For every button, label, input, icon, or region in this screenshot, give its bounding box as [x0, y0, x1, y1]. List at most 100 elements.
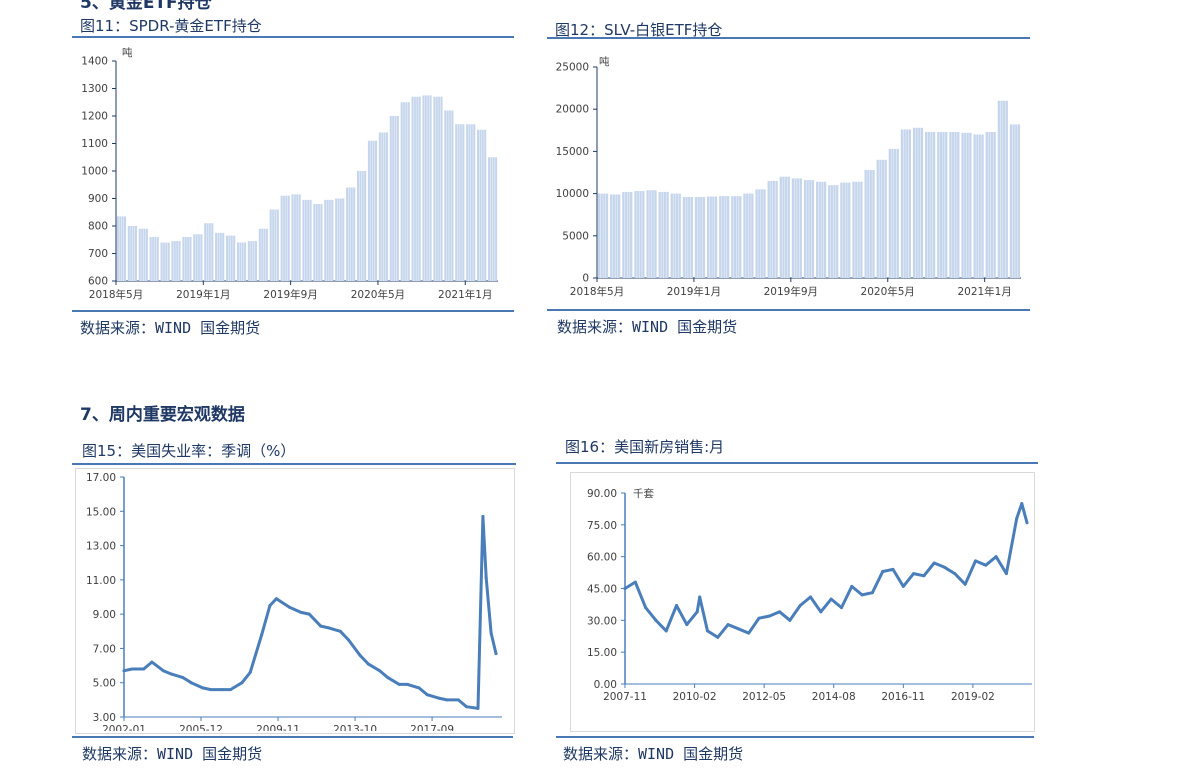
- data-point: [347, 638, 351, 642]
- fig12-top-rule: [547, 37, 1030, 39]
- data-point: [338, 629, 342, 633]
- series-line: [623, 502, 1029, 639]
- data-point: [870, 591, 874, 595]
- data-point: [698, 595, 702, 599]
- y-tick-label: 15.00: [86, 506, 116, 518]
- data-point: [220, 688, 224, 692]
- data-point: [798, 603, 802, 607]
- data-point: [912, 572, 916, 576]
- x-tick-label: 2019-02: [951, 691, 995, 703]
- data-point: [181, 676, 185, 680]
- data-point: [484, 576, 488, 580]
- x-tick-label: 2014-08: [812, 691, 856, 703]
- x-tick-label: 2021年1月: [957, 285, 1011, 298]
- fig15-top-rule: [72, 463, 516, 465]
- x-tick-label: 2012-05: [742, 691, 786, 703]
- data-point: [201, 686, 205, 690]
- data-point: [819, 610, 823, 614]
- fig12-source: 数据来源：WIND 国金期货: [557, 318, 738, 336]
- fig12-title: 图12：SLV-白银ETF持仓: [555, 21, 723, 39]
- data-point: [932, 561, 936, 565]
- y-tick-label: 1400: [81, 56, 108, 68]
- data-point: [397, 682, 401, 686]
- silver-etf-chart: 0 5000 10000 15000 20000 25000 吨 2018年5月 2019年1月…: [556, 55, 1021, 298]
- x-tick-label: 2020年5月: [861, 285, 915, 298]
- data-point: [881, 570, 885, 574]
- data-point: [664, 629, 668, 633]
- fig15-title: 图15：美国失业率：季调（%）: [82, 442, 296, 460]
- x-tick-label: 2013-10: [333, 724, 377, 731]
- x-tick-label: 2002-01: [102, 724, 146, 731]
- x-tick-label: 2010-02: [673, 691, 717, 703]
- data-point: [161, 669, 165, 673]
- fig11-source: 数据来源：WIND 国金期货: [80, 319, 261, 337]
- data-point: [716, 635, 720, 639]
- data-point: [260, 633, 264, 637]
- data-point: [726, 623, 730, 627]
- y-tick-label: 13.00: [86, 541, 116, 553]
- data-point: [829, 597, 833, 601]
- data-point: [943, 565, 947, 569]
- data-point: [445, 698, 449, 702]
- data-point: [299, 610, 303, 614]
- fig15-source: 数据来源：WIND 国金期货: [82, 745, 263, 763]
- data-point: [633, 580, 637, 584]
- x-tick-label: 2017-09: [410, 724, 454, 731]
- fig11-top-rule: [72, 36, 514, 38]
- data-point: [1020, 502, 1024, 506]
- y-tick-label: 90.00: [587, 488, 617, 500]
- y-tick-label: 17.00: [86, 472, 116, 484]
- y-tick-label: 7.00: [93, 643, 116, 655]
- data-point: [240, 681, 244, 685]
- data-point: [417, 686, 421, 690]
- data-point: [767, 614, 771, 618]
- data-point: [654, 618, 658, 622]
- series-line: [122, 514, 498, 710]
- y-tick-label: 1100: [81, 138, 108, 150]
- data-point: [481, 514, 485, 518]
- data-point: [1004, 572, 1008, 576]
- y-tick-label: 10000: [556, 188, 589, 200]
- y-tick-label: 1200: [81, 111, 108, 123]
- new-home-sales-chart: 0.00 15.00 30.00 45.00 60.00 75.00 90.00 千套 2007…: [587, 487, 1032, 703]
- data-point: [386, 676, 390, 680]
- fig16-bottom-rule: [556, 736, 1034, 738]
- x-tick-label: 2019年9月: [263, 288, 317, 301]
- y-tick-label: 30.00: [587, 615, 617, 627]
- data-point: [378, 669, 382, 673]
- data-point: [307, 612, 311, 616]
- data-point: [489, 631, 493, 635]
- y-tick-label: 1300: [81, 83, 108, 95]
- y-tick-label: 0: [582, 273, 589, 285]
- data-point: [747, 631, 751, 635]
- y-tick-label: 900: [88, 193, 108, 205]
- data-point: [973, 559, 977, 563]
- y-tick-label: 1000: [81, 166, 108, 178]
- unit-label: 千套: [633, 487, 654, 500]
- y-tick-label: 15000: [556, 146, 589, 158]
- x-tick-label: 2020年5月: [351, 288, 405, 301]
- data-point: [170, 672, 174, 676]
- x-tick-label: 2016-11: [881, 691, 925, 703]
- data-point: [465, 705, 469, 709]
- data-point: [437, 696, 441, 700]
- data-point: [1025, 521, 1029, 525]
- y-tick-label: 5.00: [93, 678, 116, 690]
- data-point: [736, 627, 740, 631]
- data-point: [189, 681, 193, 685]
- y-tick-label: 60.00: [587, 552, 617, 564]
- fig11-bottom-rule: [72, 310, 514, 312]
- fig16-top-rule: [556, 462, 1038, 464]
- fig16-source: 数据来源：WIND 国金期货: [563, 745, 744, 763]
- y-tick-label: 5000: [562, 230, 589, 242]
- data-point: [860, 593, 864, 597]
- data-point: [456, 698, 460, 702]
- data-point: [288, 605, 292, 609]
- y-tick-label: 11.00: [86, 575, 116, 587]
- fig16-title: 图16：美国新房销售:月: [565, 438, 725, 456]
- fig11-title: 图11：SPDR-黄金ETF持仓: [80, 17, 262, 35]
- data-point: [150, 660, 154, 664]
- data-point: [984, 563, 988, 567]
- data-point: [1015, 516, 1019, 520]
- x-tick-label: 2019年9月: [764, 285, 818, 298]
